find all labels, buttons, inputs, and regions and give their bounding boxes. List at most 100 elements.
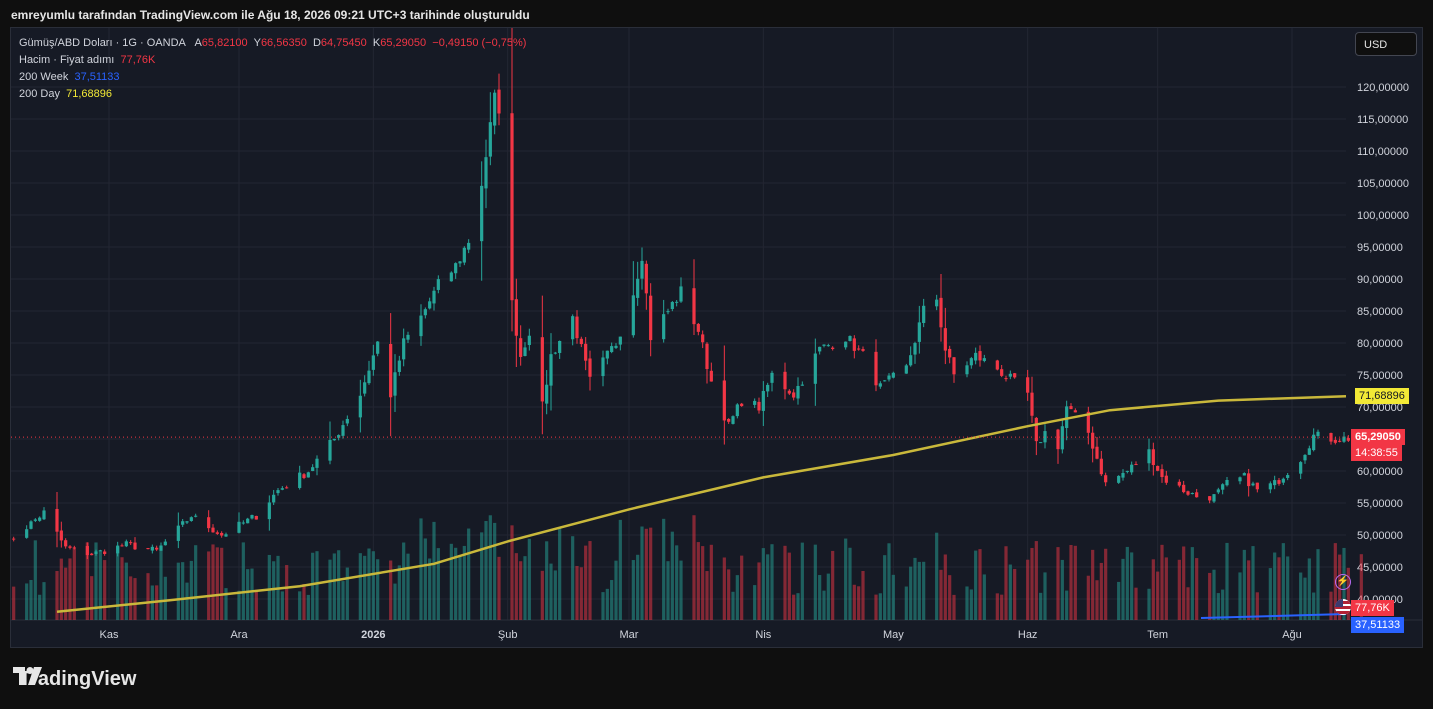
volume-bar xyxy=(332,553,336,620)
candlestick-chart[interactable]: 120,00000 115,00000 110,00000 105,00000 100,… xyxy=(11,28,1422,647)
candle-body xyxy=(1099,458,1103,475)
candle-body xyxy=(241,522,245,524)
chart-legend: Gümüş/ABD Doları · 1G · OANDA A65,82100 … xyxy=(19,35,526,103)
x-axis-tick-label: Tem xyxy=(1147,629,1168,641)
volume-bar xyxy=(1299,572,1303,620)
legend-symbol[interactable]: Gümüş/ABD Doları · 1G · OANDA xyxy=(19,37,186,49)
candle-body xyxy=(211,527,215,533)
chart-panel[interactable]: 120,00000 115,00000 110,00000 105,00000 100,… xyxy=(10,27,1423,648)
candle-body xyxy=(194,515,198,517)
legend-symbol-row: Gümüş/ABD Doları · 1G · OANDA A65,82100 … xyxy=(19,35,526,52)
volume-bar xyxy=(995,593,999,620)
candle-body xyxy=(120,545,124,547)
candle-body xyxy=(891,372,895,378)
candle-body xyxy=(952,357,956,375)
volume-bar xyxy=(116,547,120,620)
volume-bar xyxy=(883,555,887,620)
candle-body xyxy=(280,488,284,490)
candle-body xyxy=(558,340,562,353)
candle-body xyxy=(467,242,471,250)
volume-bar xyxy=(488,515,492,620)
candle-body xyxy=(679,286,683,302)
volume-bar xyxy=(679,560,683,620)
candle-body xyxy=(727,418,731,422)
volume-bar xyxy=(1160,544,1164,620)
candle-body xyxy=(917,322,921,342)
lightning-icon[interactable]: ⚡ xyxy=(1335,574,1351,590)
candle-body xyxy=(1225,479,1229,486)
volume-bar xyxy=(917,561,921,620)
volume-bar xyxy=(237,590,241,620)
volume-bar xyxy=(735,575,739,620)
volume-bar xyxy=(72,548,76,620)
candle-body xyxy=(98,550,102,552)
candle-body xyxy=(883,380,887,382)
volume-bar xyxy=(1225,542,1229,620)
volume-bar xyxy=(766,554,770,620)
volume-bar xyxy=(1008,564,1012,620)
volume-bar xyxy=(887,543,891,620)
legend-ma200w-row: 200 Week 37,51133 xyxy=(19,69,526,86)
volume-bar xyxy=(1177,559,1181,620)
candle-body xyxy=(181,521,185,525)
candle-body xyxy=(285,487,289,489)
x-axis-tick-label: May xyxy=(883,629,904,641)
candle-body xyxy=(42,510,46,520)
volume-bar xyxy=(1000,594,1004,620)
candle-body xyxy=(800,384,804,386)
volume-bar xyxy=(974,550,978,620)
candle-body xyxy=(484,157,488,189)
candle-body xyxy=(449,272,453,282)
legend-volume-label[interactable]: Hacim · Fiyat adımı xyxy=(19,54,115,66)
candle-body xyxy=(1216,489,1220,493)
volume-bar xyxy=(358,553,362,620)
candle-body xyxy=(1238,477,1242,482)
candle-body xyxy=(826,345,830,347)
legend-ma200w-label[interactable]: 200 Week xyxy=(19,71,69,83)
volume-bar xyxy=(1034,541,1038,620)
candle-body xyxy=(1073,410,1077,413)
candle-body xyxy=(519,338,523,357)
volume-bar xyxy=(796,593,800,620)
chart-credit-line: emreyumlu tarafından TradingView.com ile… xyxy=(11,8,530,22)
volume-bar xyxy=(1065,590,1069,620)
volume-bar xyxy=(497,556,501,620)
countdown-tag: 14:38:55 xyxy=(1351,445,1402,462)
volume-bar xyxy=(298,591,302,620)
legend-volume-row: Hacim · Fiyat adımı 77,76K xyxy=(19,52,526,69)
volume-bar xyxy=(913,557,917,620)
candle-body xyxy=(549,354,553,386)
candle-body xyxy=(363,382,367,394)
y-axis-tick-label: 95,00000 xyxy=(1357,242,1403,254)
candle-body xyxy=(610,346,614,353)
volume-bar xyxy=(727,569,731,620)
volume-bar xyxy=(514,553,518,620)
volume-bar xyxy=(280,591,284,620)
candle-body xyxy=(709,370,713,382)
candle-body xyxy=(948,348,952,358)
volume-bar xyxy=(1095,580,1099,620)
candle-body xyxy=(393,372,397,396)
tradingview-logo[interactable]: TradingView xyxy=(13,667,136,691)
legend-ma200d-label[interactable]: 200 Day xyxy=(19,88,60,100)
candle-body xyxy=(64,540,68,547)
candle-body xyxy=(1134,464,1138,466)
candle-body xyxy=(1251,483,1255,486)
x-axis-tick-label: Kas xyxy=(100,629,119,641)
currency-button[interactable]: USD xyxy=(1355,32,1417,56)
x-axis-tick-label: Ara xyxy=(230,629,248,641)
legend-open-label: A xyxy=(194,37,202,49)
volume-bar xyxy=(285,565,289,620)
volume-bar xyxy=(68,558,72,620)
candle-body xyxy=(133,542,137,550)
candle-body xyxy=(371,355,375,370)
candle-body xyxy=(25,529,29,538)
volume-bar xyxy=(1221,589,1225,620)
candle-body xyxy=(1095,446,1099,459)
volume-bar xyxy=(692,515,696,620)
volume-bar xyxy=(311,552,315,620)
volume-bar xyxy=(406,553,410,620)
volume-bar xyxy=(1043,572,1047,620)
ma200w-line xyxy=(1200,613,1347,619)
last-price-tag: 65,29050 xyxy=(1351,429,1405,446)
